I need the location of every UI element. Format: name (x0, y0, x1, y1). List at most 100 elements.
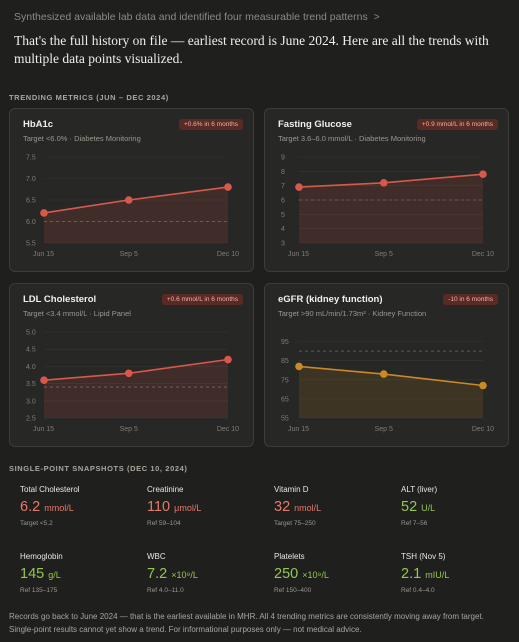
data-point[interactable] (379, 370, 388, 378)
data-point[interactable] (124, 369, 133, 378)
snapshot-metric: Platelets 250 ×10⁹/L Ref 150–400 (274, 552, 394, 594)
status-text: Synthesized available lab data and ident… (14, 11, 368, 23)
y-tick-label: 7 (281, 183, 285, 190)
y-tick-label: 9 (281, 155, 285, 162)
snapshot-value-row: 32 nmol/L (274, 499, 394, 516)
snapshot-unit: mIU/L (425, 570, 450, 580)
y-tick-label: 55 (281, 416, 289, 423)
snapshot-metric: Total Cholesterol 6.2 mmol/L Target <5.2 (20, 485, 140, 527)
status-line[interactable]: Synthesized available lab data and ident… (14, 11, 380, 23)
y-tick-label: 7.0 (26, 176, 36, 183)
x-tick-label: Sep 5 (375, 426, 393, 433)
snapshot-unit: mmol/L (44, 503, 74, 513)
data-point[interactable] (224, 355, 232, 364)
snapshot-value: 145 (20, 566, 45, 582)
series-area (299, 174, 483, 243)
series-area (44, 187, 228, 243)
snapshot-value-row: 7.2 ×10⁹/L (147, 566, 267, 583)
snapshot-unit: μmol/L (174, 503, 202, 513)
trend-card: Fasting Glucose Target 3.6–6.0 mmol/L · D… (264, 108, 509, 272)
snapshot-name: Platelets (274, 552, 305, 561)
y-tick-label: 65 (281, 396, 289, 403)
snapshot-metric: Creatinine 110 μmol/L Ref 59–104 (147, 485, 267, 527)
chart-title: eGFR (kidney function) (278, 294, 383, 305)
data-point[interactable] (224, 183, 232, 191)
line-chart: 7.5 7.0 6.5 6.0 5.5 Jun 15 Sep 5 Dec 10 (26, 155, 239, 259)
x-tick-label: Sep 5 (375, 251, 393, 258)
data-point[interactable] (40, 209, 48, 217)
snapshot-value: 52 (401, 499, 418, 515)
snapshot-metric: ALT (liver) 52 U/L Ref 7–56 (401, 485, 519, 527)
snapshot-value-row: 52 U/L (401, 499, 519, 516)
x-tick-label: Sep 5 (120, 426, 138, 433)
chart-title: Fasting Glucose (278, 119, 352, 130)
snapshots-section-label: SINGLE-POINT SNAPSHOTS (DEC 10, 2024) (9, 464, 188, 473)
snapshot-value: 6.2 (20, 499, 41, 515)
snapshot-name: Creatinine (147, 485, 184, 494)
y-tick-label: 3.5 (26, 381, 36, 388)
y-tick-label: 4.0 (26, 364, 36, 371)
y-tick-label: 3.0 (26, 398, 36, 405)
y-tick-label: 4 (281, 226, 285, 233)
trend-badge: -10 in 6 months (443, 294, 498, 305)
snapshot-reference: Ref 0.4–4.0 (401, 587, 435, 594)
snapshot-name: Hemoglobin (20, 552, 63, 561)
snapshot-reference: Target <5.2 (20, 520, 53, 527)
data-point[interactable] (40, 376, 48, 384)
chart-title: LDL Cholesterol (23, 294, 97, 305)
y-tick-label: 7.5 (26, 155, 36, 162)
data-point[interactable] (379, 179, 388, 187)
y-tick-label: 5.0 (26, 330, 36, 337)
x-tick-label: Jun 15 (288, 251, 309, 258)
footer-disclaimer: Records go back to June 2024 — that is t… (9, 612, 484, 634)
snapshot-name: Vitamin D (274, 485, 309, 494)
trending-section-label: TRENDING METRICS (JUN – DEC 2024) (9, 93, 169, 102)
snapshot-metric: WBC 7.2 ×10⁹/L Ref 4.0–11.0 (147, 552, 267, 594)
intro-text: That's the full history on file — earlie… (14, 33, 489, 66)
snapshot-value-row: 110 μmol/L (147, 499, 267, 516)
data-point[interactable] (479, 381, 487, 390)
y-tick-label: 5.5 (26, 241, 36, 248)
x-tick-label: Jun 15 (33, 426, 54, 433)
snapshot-value: 2.1 (401, 566, 422, 582)
y-tick-label: 95 (281, 339, 289, 346)
snapshot-reference: Target 75–250 (274, 520, 316, 527)
snapshot-reference: Ref 135–175 (20, 587, 58, 594)
snapshot-name: Total Cholesterol (20, 485, 80, 494)
trend-badge: +0.6 mmol/L in 6 months (161, 294, 243, 305)
chart-subtitle: Target 3.6–6.0 mmol/L · Diabetes Monitor… (278, 134, 426, 143)
y-tick-label: 8 (281, 169, 285, 176)
y-tick-label: 3 (281, 241, 285, 248)
trend-card: LDL Cholesterol Target <3.4 mmol/L · Lipi… (9, 283, 254, 447)
trend-badge: +0.6% in 6 months (178, 119, 243, 130)
y-tick-label: 6 (281, 198, 285, 205)
x-tick-label: Jun 15 (33, 251, 54, 258)
snapshot-unit: g/L (48, 570, 61, 580)
trend-card: HbA1c Target <6.0% · Diabetes Monitoring +… (9, 108, 254, 272)
data-point[interactable] (295, 362, 303, 371)
snapshot-value-row: 2.1 mIU/L (401, 566, 519, 583)
trend-card: eGFR (kidney function) Target >90 mL/min/… (264, 283, 509, 447)
data-point[interactable] (479, 170, 487, 178)
snapshot-metric: TSH (Nov 5) 2.1 mIU/L Ref 0.4–4.0 (401, 552, 519, 594)
y-tick-label: 5 (281, 212, 285, 219)
y-tick-label: 6.0 (26, 219, 36, 226)
y-tick-label: 75 (281, 377, 289, 384)
snapshot-reference: Ref 7–56 (401, 520, 428, 527)
data-point[interactable] (295, 183, 303, 191)
snapshot-unit: ×10⁹/L (171, 570, 198, 580)
chart-subtitle: Target <3.4 mmol/L · Lipid Panel (23, 309, 131, 318)
x-tick-label: Dec 10 (472, 251, 494, 258)
series-area (299, 366, 483, 418)
data-point[interactable] (124, 196, 133, 204)
snapshot-metric: Vitamin D 32 nmol/L Target 75–250 (274, 485, 394, 527)
x-tick-label: Jun 15 (288, 426, 309, 433)
chart-subtitle: Target <6.0% · Diabetes Monitoring (23, 134, 141, 143)
x-tick-label: Sep 5 (120, 251, 138, 258)
x-tick-label: Dec 10 (472, 426, 494, 433)
snapshot-reference: Ref 4.0–11.0 (147, 587, 184, 594)
snapshot-name: ALT (liver) (401, 485, 438, 494)
y-tick-label: 85 (281, 358, 289, 365)
snapshot-value: 250 (274, 566, 299, 582)
